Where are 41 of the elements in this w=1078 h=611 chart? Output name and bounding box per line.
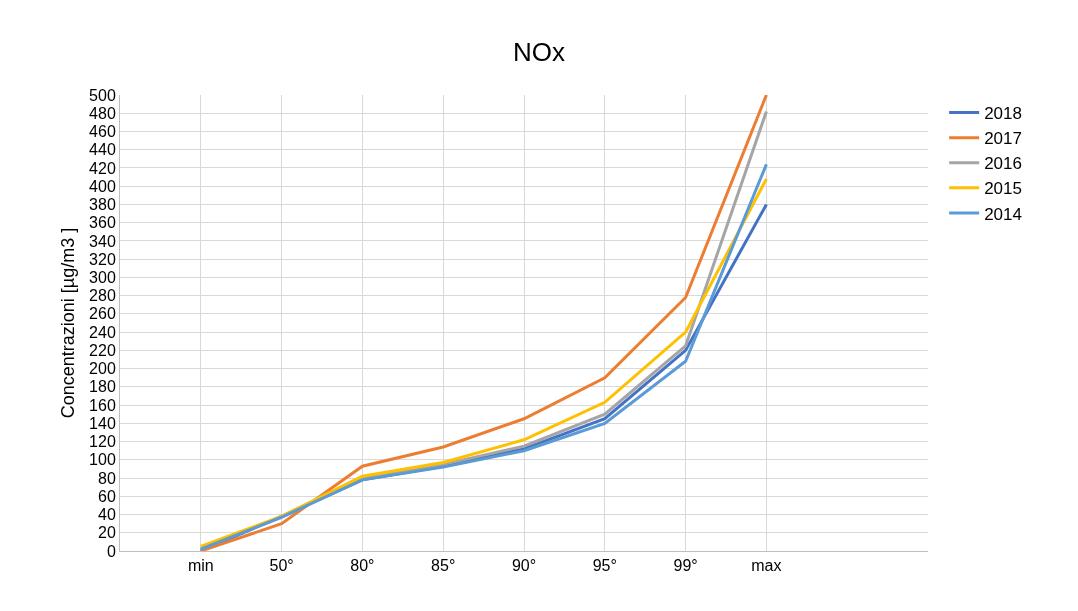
x-tick-label: 50° (269, 557, 294, 575)
legend-label: 2018 (984, 104, 1022, 124)
y-tick-label: 380 (89, 196, 116, 214)
y-tick-label: 180 (89, 378, 116, 396)
y-tick-label: 460 (89, 123, 116, 141)
y-tick-label: 320 (89, 250, 116, 268)
y-tick-label: 220 (89, 341, 116, 359)
y-tick-label: 440 (89, 141, 116, 159)
legend-label: 2016 (984, 154, 1022, 174)
y-tick-label: 100 (89, 451, 116, 469)
y-tick-label: 120 (89, 433, 116, 451)
y-tick-label: 260 (89, 305, 116, 323)
x-tick-label: 80° (350, 557, 375, 575)
y-tick-label: 300 (89, 269, 116, 286)
y-tick-label: 280 (89, 287, 116, 305)
y-tick-label: 160 (89, 396, 116, 414)
x-tick-label: 99° (673, 557, 698, 575)
y-tick-label: 420 (89, 159, 116, 177)
y-tick-label: 20 (98, 524, 116, 542)
y-tick-label: 200 (89, 360, 116, 378)
y-axis-title: Concentrazioni [µg/m3 ] (58, 227, 78, 419)
y-tick-label: 0 (106, 542, 116, 560)
y-tick-label: 140 (89, 414, 116, 432)
x-tick-label: max (751, 557, 782, 575)
x-tick-label: 85° (431, 557, 456, 575)
legend-label: 2014 (984, 204, 1022, 224)
y-tick-label: 480 (89, 104, 116, 122)
y-tick-label: 80 (98, 469, 116, 487)
legend-label: 2015 (984, 179, 1022, 199)
x-tick-label: 95° (592, 557, 617, 575)
y-tick-label: 400 (89, 177, 116, 195)
y-tick-label: 360 (89, 214, 116, 232)
y-tick-label: 340 (89, 232, 116, 250)
y-tick-label: 60 (98, 487, 116, 505)
y-tick-label: 240 (89, 323, 116, 341)
y-tick-label: 40 (98, 506, 116, 524)
legend-label: 2017 (984, 129, 1022, 149)
y-tick-label: 500 (89, 86, 116, 104)
x-tick-label: 90° (511, 557, 537, 575)
chart-title: NOx (513, 36, 565, 67)
x-tick-label: min (187, 557, 214, 575)
